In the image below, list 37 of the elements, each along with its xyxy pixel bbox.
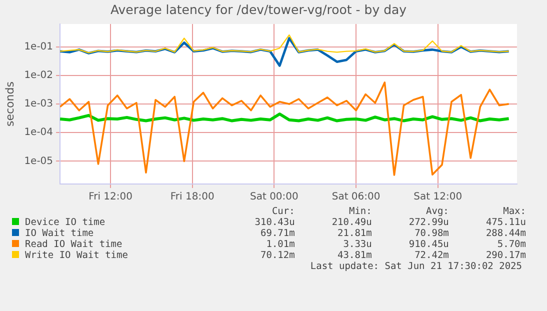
text: 1.01m <box>265 239 296 250</box>
y-tick-label: 1e-03 <box>24 98 54 110</box>
text: 290.17m <box>484 250 527 261</box>
x-tick-label: Sat 12:00 <box>414 192 462 203</box>
x-tick-label: Fri 18:00 <box>170 192 214 203</box>
text: Avg: <box>425 206 450 217</box>
x-tick-label: Fri 12:00 <box>88 192 132 203</box>
text: 272.99u <box>408 217 450 228</box>
x-tick-label: Sat 00:00 <box>250 192 298 203</box>
text: 70.98m <box>414 228 450 239</box>
legend-label: Device IO time <box>24 217 106 228</box>
legend-label: Read IO Wait time <box>24 239 124 250</box>
text: 475.11u <box>484 217 527 228</box>
x-tick-label: Sat 06:00 <box>332 192 380 203</box>
text: 288.44m <box>484 228 527 239</box>
text: 5.70m <box>496 239 527 250</box>
y-axis-title: seconds <box>3 81 16 126</box>
y-tick-label: 1e-04 <box>24 127 54 138</box>
text: Cur: <box>270 206 296 217</box>
text: Max: <box>502 206 527 217</box>
text: 3.33u <box>342 239 373 250</box>
text: Last update: Sat Jun 21 17:30:02 2025 <box>309 261 522 272</box>
text: Min: <box>348 206 373 217</box>
text: 72.42m <box>414 250 450 261</box>
legend-label: Write IO Wait time <box>24 250 129 261</box>
y-tick-label: 1e-02 <box>24 70 54 82</box>
text: 910.45u <box>408 239 450 250</box>
text: 70.12m <box>260 250 296 261</box>
legend-label: IO Wait time <box>24 228 95 239</box>
y-tick-label: 1e-05 <box>24 156 54 167</box>
chart-title: Average latency for /dev/tower-vg/root - by day <box>110 2 408 17</box>
text: 310.43u <box>254 217 296 228</box>
text: 69.71m <box>260 228 296 239</box>
text: 43.81m <box>336 250 373 261</box>
text: 21.81m <box>336 228 373 239</box>
text: 210.49u <box>330 217 373 228</box>
y-tick-label: 1e-01 <box>24 41 54 52</box>
